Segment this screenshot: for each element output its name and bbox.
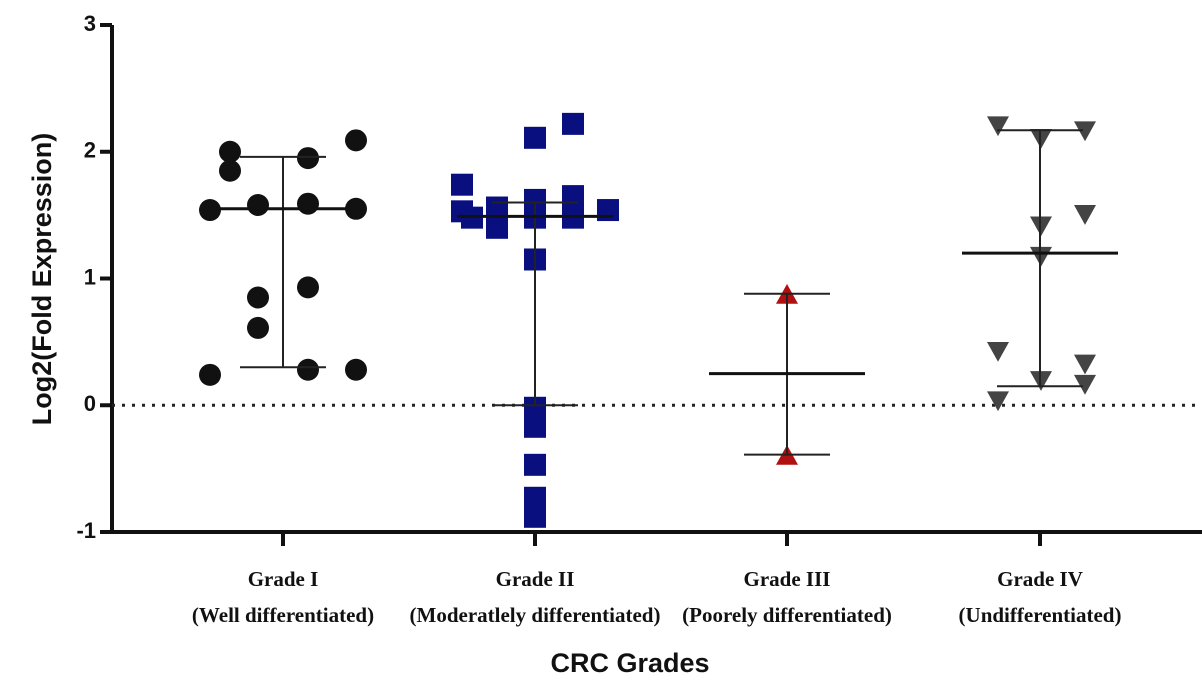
point <box>524 396 546 419</box>
x-tick-sublabel: (Undifferentiated) <box>959 603 1122 627</box>
x-tick-label: Grade IV <box>997 567 1083 591</box>
point <box>1074 354 1096 375</box>
point <box>219 140 241 163</box>
point <box>987 391 1009 412</box>
point <box>199 363 221 386</box>
x-tick-label: Grade I <box>248 567 319 591</box>
point <box>524 486 546 509</box>
point <box>524 505 546 528</box>
point <box>524 126 546 149</box>
point <box>247 316 269 339</box>
point <box>297 276 319 299</box>
point <box>524 415 546 438</box>
x-axis-title: CRC Grades <box>550 648 709 678</box>
y-tick-label: 2 <box>84 138 96 163</box>
point <box>987 116 1009 137</box>
point <box>562 112 584 135</box>
point <box>297 192 319 215</box>
point <box>987 341 1009 362</box>
point <box>247 286 269 309</box>
point <box>297 358 319 381</box>
point <box>1074 121 1096 142</box>
point <box>219 159 241 182</box>
point <box>297 147 319 170</box>
x-tick-sublabel: (Well differentiated) <box>192 603 374 627</box>
point <box>345 358 367 381</box>
x-tick-label: Grade II <box>496 567 575 591</box>
y-axis-title: Log2(Fold Expression) <box>27 133 57 426</box>
y-tick-label: 1 <box>84 264 96 289</box>
x-tick-sublabel: (Poorely differentiated) <box>682 603 892 627</box>
point <box>345 129 367 152</box>
point <box>1074 205 1096 225</box>
x-tick-sublabel: (Moderatlely differentiated) <box>410 603 661 627</box>
point <box>247 193 269 216</box>
y-tick-label: 0 <box>84 391 96 416</box>
point <box>562 185 584 208</box>
y-tick-label: -1 <box>76 518 96 543</box>
x-tick-label: Grade III <box>744 567 831 591</box>
point <box>451 173 473 196</box>
point <box>486 216 508 239</box>
point <box>1074 374 1096 395</box>
y-tick-label: 3 <box>84 11 96 36</box>
point <box>524 453 546 476</box>
point <box>524 188 546 211</box>
